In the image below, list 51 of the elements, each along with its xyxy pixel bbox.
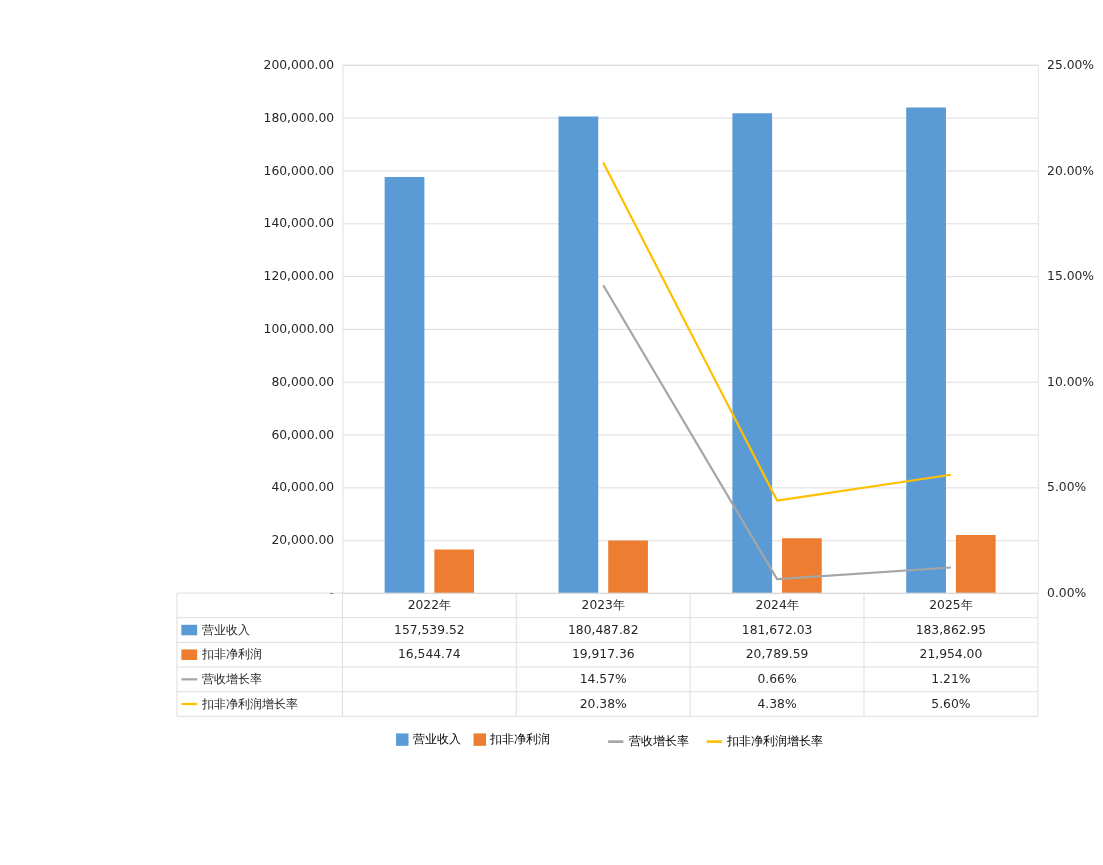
bar: [434, 549, 475, 594]
y-tick-label: 180,000.00: [263, 110, 335, 125]
y-tick-label: 20,000.00: [271, 533, 335, 548]
legend-label: 营业收入: [201, 622, 250, 637]
y-tick-label: 120,000.00: [263, 269, 335, 284]
text: 扣非净利润: [201, 647, 262, 662]
bar: [608, 540, 648, 594]
y2-tick-label: 25.00%: [1047, 57, 1095, 72]
legend-label: 扣非净利润: [489, 732, 551, 747]
bar: [782, 538, 822, 594]
y2-tick-label: 10.00%: [1047, 374, 1095, 389]
y2-tick-label: 0.00%: [1047, 586, 1087, 601]
bar: [384, 177, 425, 594]
y2-tick-label: 20.00%: [1047, 163, 1095, 178]
y2-tick-label: 15.00%: [1047, 269, 1095, 284]
data-label: 14.57%: [579, 671, 627, 686]
x-tick-label: 2022年: [407, 597, 452, 612]
data-label: 0.66%: [757, 671, 797, 686]
bar: [955, 535, 996, 594]
y2-tick-label: 5.00%: [1047, 480, 1087, 495]
legend-label: 扣非净利润增长率: [726, 734, 824, 749]
bar: [906, 107, 946, 594]
y-tick-label: 100,000.00: [263, 321, 335, 336]
bar: [732, 113, 773, 594]
data-label: 20.38%: [579, 696, 627, 711]
y-tick-label: 60,000.00: [271, 427, 335, 442]
y-tick-label: 160,000.00: [263, 163, 335, 178]
text: 扣非净利润增长率: [201, 696, 298, 711]
data-label: 1.21%: [931, 671, 971, 686]
data-label: 181,672.03: [741, 622, 813, 637]
x-tick-label: 2023年: [581, 597, 625, 612]
bar: [558, 116, 599, 594]
data-label: 16,544.74: [398, 647, 461, 662]
text: 营收增长率: [201, 671, 262, 686]
y-tick-label: 80,000.00: [271, 374, 335, 389]
x-tick-label: 2025年: [929, 597, 973, 612]
data-label: 20,789.59: [745, 647, 809, 662]
y-tick-label: 140,000.00: [263, 216, 335, 231]
y-tick-label: 40,000.00: [271, 480, 335, 495]
x-tick-label: 2024年: [755, 597, 799, 612]
y-tick-label: 200,000.00: [263, 57, 335, 72]
data-label: 19,917.36: [571, 647, 635, 662]
data-label: 180,487.82: [567, 622, 639, 637]
legend-label: 营收增长率: [628, 734, 689, 749]
data-label: 21,954.00: [919, 647, 983, 662]
data-label: 183,862.95: [915, 622, 987, 637]
data-label: 4.38%: [757, 696, 797, 711]
data-label: 5.60%: [931, 696, 971, 711]
y-tick-label: -: [329, 586, 335, 601]
text: 营业收入: [412, 732, 461, 747]
data-label: 157,539.52: [394, 622, 465, 637]
